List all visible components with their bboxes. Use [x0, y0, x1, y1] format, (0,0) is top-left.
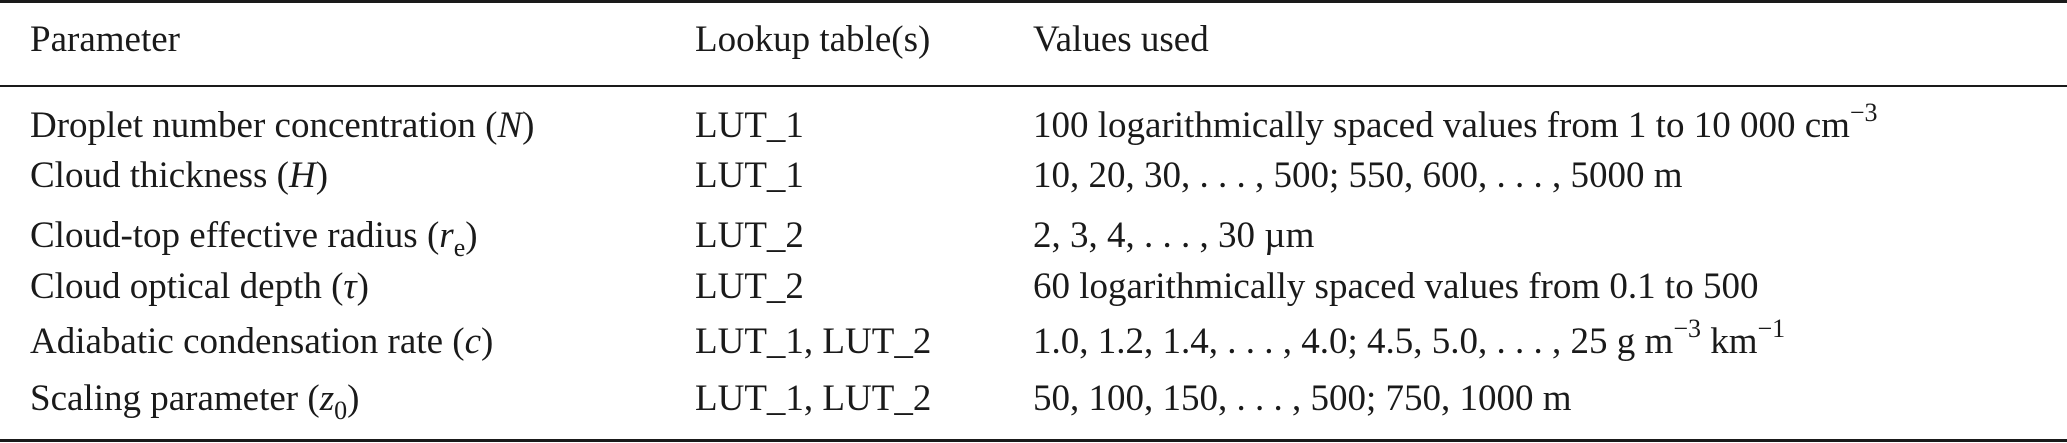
values-superscript-2: −1: [1757, 314, 1786, 343]
parameter-symbol: τ: [343, 266, 357, 307]
values-cell: 10, 20, 30, . . . , 500; 550, 600, . . .…: [1033, 154, 1683, 198]
parameter-cell: Cloud-top effective radius (re): [30, 214, 478, 261]
parameter-label: Cloud optical depth (: [30, 266, 344, 307]
values-text: 1.0, 1.2, 1.4, . . . , 4.0; 4.5, 5.0, . …: [1033, 321, 1674, 362]
table-top-rule: [0, 0, 2067, 3]
parameter-close: ): [481, 321, 494, 362]
parameter-cell: Cloud thickness (H): [30, 154, 328, 198]
header-lookup-tables: Lookup table(s): [695, 19, 931, 60]
lookup-cell: LUT_1, LUT_2: [695, 321, 932, 362]
parameter-close: ): [465, 215, 478, 256]
lookup-cell: LUT_1: [695, 155, 804, 196]
values-text: 100 logarithmically spaced values from 1…: [1033, 105, 1850, 146]
values-text: 50, 100, 150, . . . , 500; 750, 1000 m: [1033, 378, 1572, 419]
parameter-symbol: z: [319, 378, 335, 419]
values-text: 10, 20, 30, . . . , 500; 550, 600, . . .…: [1033, 155, 1683, 196]
values-superscript: −3: [1673, 314, 1701, 343]
parameter-cell: Adiabatic condensation rate (c): [30, 320, 493, 364]
values-cell: 1.0, 1.2, 1.4, . . . , 4.0; 4.5, 5.0, . …: [1033, 316, 1785, 364]
parameter-close: ): [356, 266, 369, 307]
parameter-cell: Cloud optical depth (τ): [30, 265, 369, 309]
parameter-label: Cloud thickness (: [30, 155, 289, 196]
parameter-label: Scaling parameter (: [30, 378, 320, 419]
header-parameter: Parameter: [30, 19, 180, 60]
parameter-label: Cloud-top effective radius (: [30, 215, 440, 256]
parameter-close: ): [522, 105, 535, 146]
values-cell: 60 logarithmically spaced values from 0.…: [1033, 265, 1758, 309]
values-tail: km: [1700, 321, 1758, 362]
parameter-close: ): [347, 378, 360, 419]
lookup-cell: LUT_1, LUT_2: [695, 378, 932, 419]
parameter-subscript: e: [453, 233, 466, 262]
parameter-cell: Scaling parameter (z0): [30, 377, 360, 424]
parameter-close: ): [315, 155, 329, 196]
parameter-symbol: r: [439, 215, 454, 256]
header-values-used: Values used: [1033, 19, 1209, 60]
lookup-cell: LUT_2: [695, 266, 804, 307]
parameter-symbol: N: [497, 105, 523, 146]
lookup-cell: LUT_2: [695, 215, 804, 256]
parameter-label: Adiabatic condensation rate (: [30, 321, 465, 362]
values-text: 60 logarithmically spaced values from 0.…: [1033, 266, 1759, 307]
parameter-symbol: H: [288, 155, 316, 196]
table-header-rule: [0, 85, 2067, 87]
values-cell: 50, 100, 150, . . . , 500; 750, 1000 m: [1033, 377, 1572, 421]
values-cell: 100 logarithmically spaced values from 1…: [1033, 100, 1878, 148]
parameter-symbol: c: [464, 321, 482, 362]
table-bottom-rule: [0, 439, 2067, 442]
parameter-label: Droplet number concentration (: [30, 105, 498, 146]
values-cell: 2, 3, 4, . . . , 30 µm: [1033, 214, 1314, 258]
values-superscript: −3: [1849, 98, 1878, 127]
parameter-subscript: 0: [334, 396, 348, 425]
parameter-cell: Droplet number concentration (N): [30, 104, 534, 148]
values-text: 2, 3, 4, . . . , 30 µm: [1033, 215, 1315, 256]
lookup-cell: LUT_1: [695, 105, 804, 146]
